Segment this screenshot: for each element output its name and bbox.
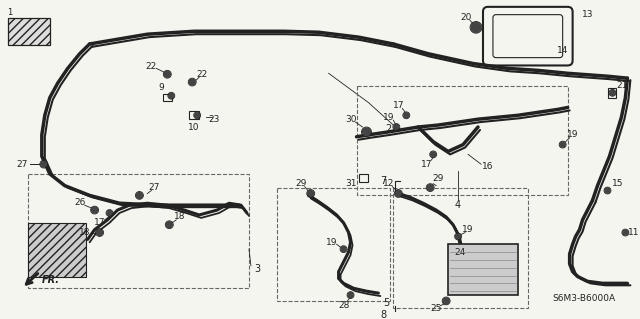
Text: 19: 19 [567, 130, 579, 139]
Bar [394, 188, 528, 308]
Text: 18: 18 [173, 212, 185, 221]
Text: 24: 24 [454, 248, 466, 256]
Text: 22: 22 [196, 70, 208, 79]
Text: S6M3-B6000A: S6M3-B6000A [553, 294, 616, 303]
Text: 1: 1 [7, 8, 13, 17]
Circle shape [431, 152, 436, 157]
Text: 29: 29 [433, 174, 444, 183]
Text: 12: 12 [383, 179, 394, 188]
Circle shape [308, 190, 314, 197]
Text: 17: 17 [392, 101, 404, 110]
Bar [358, 174, 369, 182]
Text: 8: 8 [380, 310, 387, 319]
Circle shape [456, 234, 461, 239]
Text: 29: 29 [295, 179, 307, 188]
Circle shape [41, 161, 47, 167]
Circle shape [164, 71, 170, 77]
Circle shape [107, 211, 112, 215]
Circle shape [348, 293, 353, 298]
Circle shape [189, 79, 195, 85]
Text: 19: 19 [462, 225, 474, 234]
Circle shape [166, 222, 172, 228]
Text: 2: 2 [385, 124, 392, 134]
Bar [163, 94, 172, 101]
Text: 19: 19 [383, 113, 394, 122]
Text: 14: 14 [557, 46, 568, 55]
Circle shape [136, 192, 143, 198]
Text: 28: 28 [338, 301, 349, 310]
Circle shape [404, 113, 409, 118]
Circle shape [443, 298, 449, 304]
Text: 27: 27 [16, 160, 28, 169]
Text: 3: 3 [254, 264, 260, 274]
Bar [189, 111, 199, 119]
Text: 17: 17 [420, 160, 432, 169]
Text: 4: 4 [455, 200, 461, 210]
Circle shape [605, 188, 610, 193]
Text: 13: 13 [582, 10, 593, 19]
Text: 11: 11 [628, 228, 639, 237]
Circle shape [92, 207, 97, 213]
Circle shape [362, 128, 371, 136]
Bar [356, 86, 568, 196]
Circle shape [428, 185, 433, 190]
Text: 25: 25 [431, 304, 442, 313]
Bar [277, 188, 390, 301]
Text: 26: 26 [74, 198, 85, 207]
Circle shape [560, 142, 565, 147]
Text: 21: 21 [617, 81, 628, 91]
Text: 5: 5 [383, 298, 390, 308]
Text: 16: 16 [482, 162, 493, 171]
Circle shape [341, 247, 346, 252]
Circle shape [169, 93, 174, 98]
Circle shape [195, 113, 200, 118]
Circle shape [394, 125, 399, 130]
Text: 15: 15 [612, 179, 623, 188]
Bar [609, 88, 616, 98]
Text: 19: 19 [326, 238, 337, 247]
Text: 27: 27 [148, 183, 160, 192]
Text: 23: 23 [209, 115, 220, 124]
Text: 10: 10 [188, 122, 200, 131]
Bar [8, 18, 50, 45]
Text: 9: 9 [159, 84, 164, 93]
Text: 20: 20 [460, 13, 472, 22]
Text: 17: 17 [94, 218, 106, 227]
Text: 7: 7 [380, 176, 387, 186]
Text: 30: 30 [345, 115, 356, 124]
Text: 22: 22 [146, 62, 157, 71]
Bar [28, 223, 86, 277]
Text: 18: 18 [79, 228, 90, 237]
Bar [448, 244, 518, 295]
Text: FR.: FR. [42, 275, 60, 286]
Bar [28, 174, 249, 288]
Text: 31: 31 [345, 179, 356, 188]
Circle shape [471, 22, 481, 32]
Circle shape [396, 190, 401, 197]
Circle shape [97, 230, 102, 235]
Circle shape [610, 90, 615, 95]
Circle shape [623, 230, 628, 235]
